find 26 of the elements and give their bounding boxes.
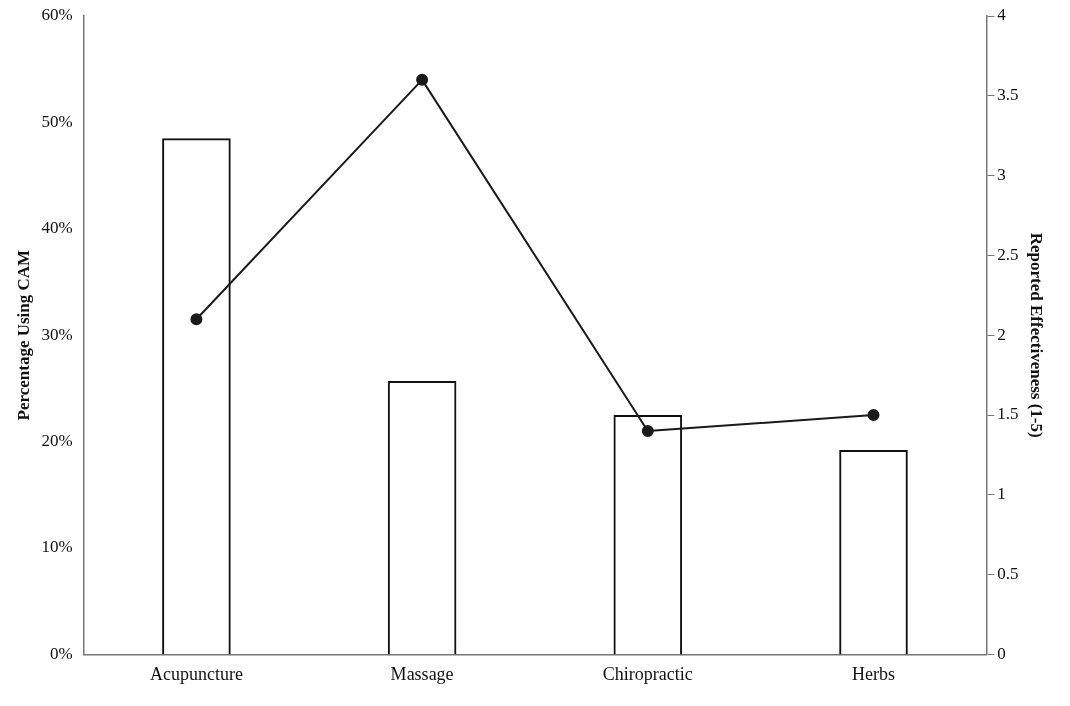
y2-tick-label: 0: [997, 643, 1006, 663]
y-tick-label: 10%: [41, 537, 73, 557]
x-tick-label: Chiropractic: [602, 663, 693, 684]
point: [641, 424, 654, 437]
y2-axis-title: Reported Effectiveness (1-5): [1027, 232, 1047, 438]
y-tick-label: 50%: [41, 111, 73, 131]
y2-tick-label: 3: [997, 165, 1006, 185]
y-tick-label: 30%: [41, 324, 73, 344]
y-tick-label: 40%: [41, 218, 73, 238]
y-tick-label: 20%: [41, 431, 73, 451]
y2-tick-label: 0.5: [997, 564, 1019, 584]
y2-tick-label: 2.5: [997, 244, 1019, 264]
x-tick-label: Herbs: [852, 663, 895, 684]
y2-tick-label: 3.5: [997, 85, 1019, 105]
y-tick-label: 60%: [41, 5, 73, 25]
y2-tick-label: 2: [997, 324, 1006, 344]
y2-tick-label: 1.5: [997, 404, 1019, 424]
x-tick-label: Massage: [390, 663, 454, 684]
y2-tick-label: 4: [997, 5, 1007, 25]
y-axis-title: Percentage Using CAM: [13, 249, 33, 421]
point: [416, 73, 429, 86]
point: [867, 409, 880, 421]
y2-tick-label: 1: [997, 484, 1006, 504]
x-tick-label: Acupuncture: [149, 663, 243, 684]
point: [190, 313, 203, 326]
y-tick-label: 0%: [49, 643, 73, 663]
